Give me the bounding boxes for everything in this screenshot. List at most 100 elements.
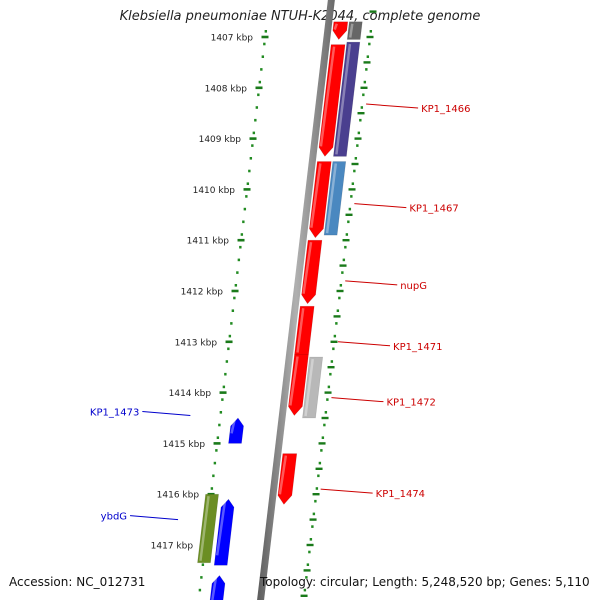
minor-tick [315,467,323,470]
gene-highlight [348,23,354,38]
gene-feature[interactable] [301,239,323,305]
gene-highlight [289,356,299,406]
minor-tick [324,391,332,394]
topology-text: Topology: circular; Length: 5,248,520 bp… [260,575,590,589]
gene-feature[interactable] [346,21,363,40]
label-leader-line [354,203,407,209]
minor-tick [300,594,308,597]
minor-tick [357,112,365,115]
gene-feature[interactable] [288,354,309,416]
scale-tick [225,340,233,344]
minor-tick [363,61,371,64]
gene-label-group[interactable]: nupG [345,280,427,292]
gene-highlight [296,308,305,353]
minor-tick [327,366,335,369]
gene-feature[interactable] [277,453,298,505]
scale-tick [213,442,221,445]
label-leader-line [337,341,391,347]
gene-label: KP1_1473 [90,407,139,418]
accession-text: Accession: NC_012731 [9,575,146,589]
scale-tick [249,137,257,140]
minor-tick [330,340,338,343]
scale-tick-label: 1413 kbp [175,338,218,348]
minor-tick [366,35,374,39]
gene-highlight [310,163,322,228]
gene-feature[interactable] [333,41,361,157]
gene-label-group[interactable]: KP1_1472 [331,397,436,409]
map-title: Klebsiella pneumoniae NTUH-K2044, comple… [119,9,481,24]
minor-tick [303,569,311,572]
gene-highlight [319,46,336,147]
gene-feature[interactable] [332,21,349,40]
gene-label: nupG [400,281,427,292]
gene-highlight [199,496,210,561]
minor-tick [306,543,314,547]
gene-highlight [333,23,338,30]
label-leader-line [142,410,191,416]
label-leader-line [366,103,419,109]
gene-highlight [325,163,338,234]
gene-highlight [304,358,314,417]
scale-tick-label: 1409 kbp [199,135,242,145]
backbone [257,0,335,600]
minor-tick [309,518,317,521]
scale-tick-label: 1411 kbp [187,237,230,247]
gene-feature[interactable] [228,417,244,444]
minor-tick [369,10,377,13]
genome-backbone [257,0,335,600]
gene-feature[interactable] [323,161,347,236]
scale-ticks: 1407 kbp 1408 kbp 1409 kbp 1410 kbp 1411 kbp… [151,10,377,597]
minor-tick [339,264,347,267]
gene-label-group[interactable]: KP1_1471 [337,341,442,353]
gene-highlight [230,419,236,434]
gene-label: KP1_1467 [409,204,458,215]
scale-tick-label: 1412 kbp [181,288,224,298]
scale-tick-label: 1417 kbp [151,542,194,552]
minor-tick [345,213,353,216]
scale-tick [231,289,239,293]
label-leader-line [331,397,384,403]
scale-tick-label: 1407 kbp [211,34,254,44]
minor-tick [348,188,356,191]
gene-labels: KP1_1466 KP1_1467 nupG KP1_1471 KP1_1472 KP1_… [90,103,470,523]
label-leader-line [320,488,373,494]
gene-label-group[interactable]: ybdG [101,512,179,523]
gene-label: KP1_1471 [393,342,442,353]
gene-feature[interactable] [213,498,235,566]
gene-features [197,21,363,600]
minor-tick [336,289,344,293]
minor-tick [342,239,350,242]
gene-feature[interactable] [309,161,332,239]
gene-highlight [335,43,352,155]
gene-highlight [211,577,218,600]
gene-label: KP1_1472 [386,398,435,409]
gene-highlight [302,242,313,294]
scale-tick-label: 1410 kbp [193,186,236,196]
minor-tick [354,137,362,140]
gene-label-group[interactable]: KP1_1473 [90,407,191,418]
minor-tick [312,493,320,496]
label-leader-line [345,280,398,286]
minor-tick [321,416,329,420]
scale-tick-label: 1416 kbp [157,491,200,501]
minor-tick [318,442,326,445]
gene-feature[interactable] [302,356,324,419]
gene-label-group[interactable]: KP1_1474 [320,488,425,500]
gene-feature[interactable] [208,575,226,600]
scale-tick [261,35,269,39]
scale-tick [219,391,227,394]
gene-feature[interactable] [318,44,346,157]
gene-label-group[interactable]: KP1_1467 [354,203,459,215]
minor-tick [351,162,359,166]
gene-highlight [278,455,288,495]
scale-tick [255,86,263,90]
gene-label: ybdG [101,512,127,523]
gene-highlight [215,501,227,556]
scale-tick-label: 1414 kbp [169,389,212,399]
gene-label: KP1_1466 [421,104,470,115]
gene-feature[interactable] [197,493,219,564]
gene-label: KP1_1474 [376,489,425,500]
gene-label-group[interactable]: KP1_1466 [366,103,470,115]
minor-tick [360,86,368,89]
